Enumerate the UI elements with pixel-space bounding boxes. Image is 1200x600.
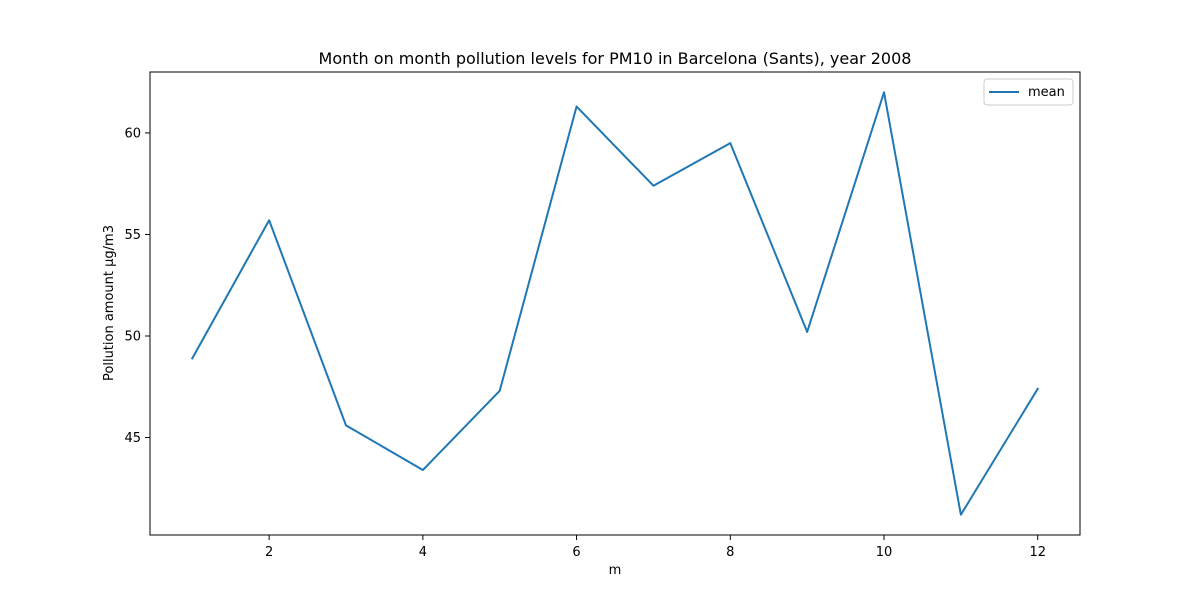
y-tick-label: 55 [124,228,141,243]
x-tick-label: 6 [572,545,580,560]
x-tick-label: 10 [876,545,893,560]
x-axis-label: m [609,563,622,578]
y-tick-label: 60 [124,126,141,141]
chart-title: Month on month pollution levels for PM10… [319,49,912,68]
axes-frame [149,71,1081,536]
legend-box [983,78,1074,106]
series-line-mean [190,91,1040,516]
legend-label-mean: mean [1028,85,1065,100]
x-tick-label: 12 [1029,545,1046,560]
y-tick-label: 50 [124,329,141,344]
y-axis-label: Pollution amount µg/m3 [102,225,117,381]
x-tick-label: 4 [419,545,427,560]
x-tick-label: 8 [726,545,734,560]
x-tick-label: 2 [265,545,273,560]
plot-area: 2 4 6 8 10 12 45 50 55 60 [124,91,1046,560]
legend: mean [983,78,1074,106]
y-tick-label: 45 [124,431,141,446]
